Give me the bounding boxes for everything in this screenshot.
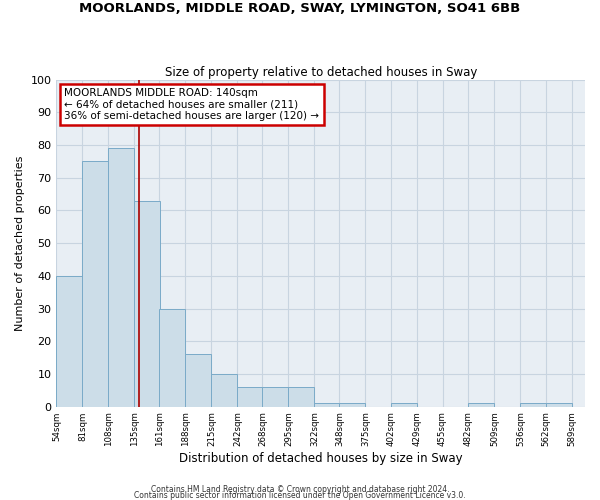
Text: MOORLANDS, MIDDLE ROAD, SWAY, LYMINGTON, SO41 6BB: MOORLANDS, MIDDLE ROAD, SWAY, LYMINGTON,… [79, 2, 521, 16]
Bar [185, 354, 211, 406]
Bar [469, 404, 494, 406]
Bar [289, 387, 314, 406]
Text: Contains public sector information licensed under the Open Government Licence v3: Contains public sector information licen… [134, 490, 466, 500]
Bar [262, 387, 289, 406]
Bar [211, 374, 238, 406]
Bar [340, 404, 365, 406]
Bar [56, 276, 82, 406]
Y-axis label: Number of detached properties: Number of detached properties [15, 156, 25, 331]
Text: MOORLANDS MIDDLE ROAD: 140sqm
← 64% of detached houses are smaller (211)
36% of : MOORLANDS MIDDLE ROAD: 140sqm ← 64% of d… [64, 88, 319, 121]
X-axis label: Distribution of detached houses by size in Sway: Distribution of detached houses by size … [179, 452, 463, 465]
Text: Contains HM Land Registry data © Crown copyright and database right 2024.: Contains HM Land Registry data © Crown c… [151, 484, 449, 494]
Bar [520, 404, 547, 406]
Bar [109, 148, 134, 406]
Bar [545, 404, 572, 406]
Title: Size of property relative to detached houses in Sway: Size of property relative to detached ho… [164, 66, 477, 78]
Bar [391, 404, 418, 406]
Bar [134, 200, 160, 406]
Bar [82, 162, 109, 406]
Bar [160, 308, 185, 406]
Bar [314, 404, 340, 406]
Bar [238, 387, 263, 406]
